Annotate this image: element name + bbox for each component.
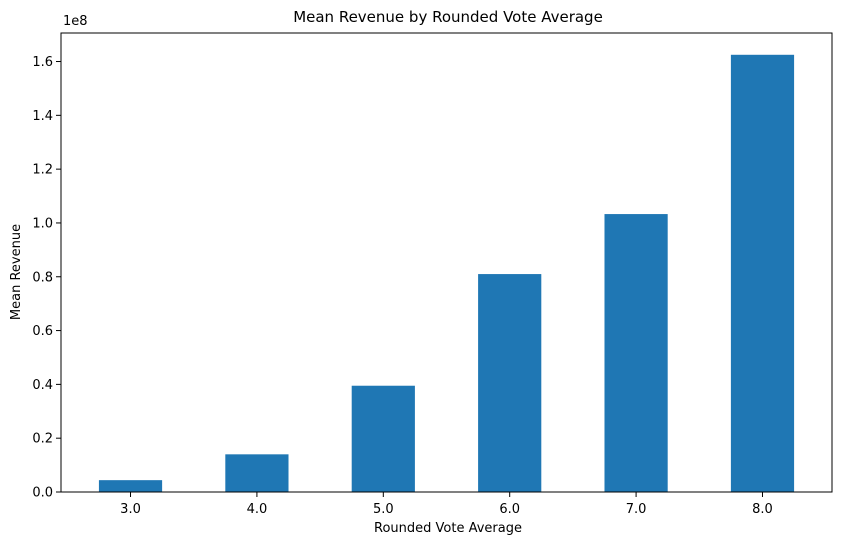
axes-frame [60, 32, 833, 493]
y-axis-offset-label: 1e8 [63, 14, 88, 29]
y-tick-label: 0.6 [32, 324, 53, 339]
x-tick-label: 4.0 [247, 502, 268, 517]
bar-6.0 [478, 274, 542, 492]
y-tick-label: 1.4 [32, 109, 53, 124]
y-tick-label: 0.2 [32, 432, 53, 447]
x-tick-label: 8.0 [752, 502, 773, 517]
y-tick-label: 0.8 [32, 270, 53, 285]
y-axis-label: Mean Revenue [9, 224, 24, 320]
bar-5.0 [351, 385, 415, 492]
x-tick-label: 7.0 [626, 502, 647, 517]
plot-area-border [60, 32, 833, 493]
y-tick-label: 1.0 [32, 216, 53, 231]
x-tick-label: 3.0 [120, 502, 141, 517]
bar-7.0 [604, 214, 668, 492]
bar-8.0 [730, 54, 795, 492]
y-tick-label: 0.0 [32, 486, 53, 501]
x-axis-ticks: 3.0 4.0 5.0 6.0 7.0 8.0 [120, 492, 773, 517]
x-axis-label: Rounded Vote Average [374, 521, 522, 536]
y-tick-label: 1.6 [32, 55, 53, 70]
x-tick-label: 6.0 [499, 502, 520, 517]
bars-layer [98, 54, 795, 492]
y-axis-ticks: 0.0 0.2 0.4 0.6 0.8 1.0 1.2 1.4 1.6 [32, 55, 61, 501]
y-tick-label: 0.4 [32, 378, 53, 393]
chart-title: Mean Revenue by Rounded Vote Average [293, 8, 603, 26]
bar-4.0 [225, 454, 289, 492]
bar-3.0 [98, 480, 163, 492]
x-tick-label: 5.0 [373, 502, 394, 517]
y-tick-label: 1.2 [32, 163, 53, 178]
